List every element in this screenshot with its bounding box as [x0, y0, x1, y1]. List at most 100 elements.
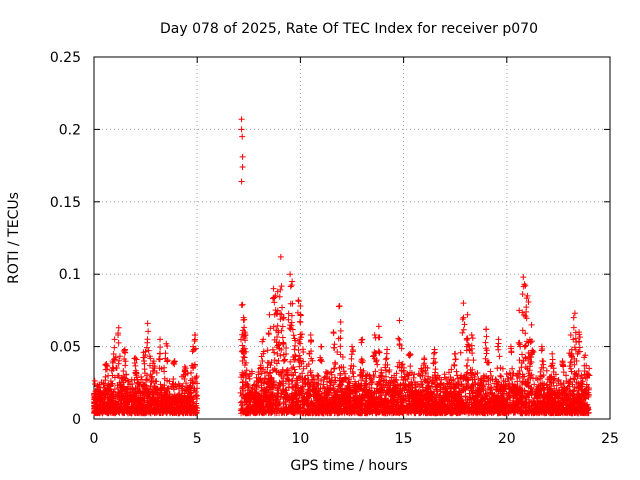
data-point — [176, 382, 183, 389]
data-point — [281, 356, 288, 363]
data-point — [119, 376, 126, 383]
data-point — [534, 398, 541, 405]
data-point — [115, 339, 122, 346]
data-point — [184, 393, 191, 400]
data-point — [91, 377, 98, 384]
data-point — [424, 385, 431, 392]
data-point — [351, 383, 358, 390]
data-point — [188, 362, 195, 369]
data-point — [398, 403, 405, 410]
data-point — [240, 394, 247, 401]
data-point — [436, 400, 443, 407]
data-point — [366, 381, 373, 388]
data-point — [120, 367, 127, 374]
data-point — [100, 403, 107, 410]
data-point — [493, 376, 500, 383]
data-point — [121, 355, 128, 362]
data-point — [292, 402, 299, 409]
data-point — [269, 346, 276, 353]
data-point — [295, 374, 302, 381]
data-point — [370, 372, 377, 379]
data-point — [507, 401, 514, 408]
data-point — [527, 339, 534, 346]
data-point — [270, 323, 277, 330]
data-point — [131, 377, 138, 384]
data-point — [119, 410, 126, 417]
x-axis-ticks: 0 5 10 15 20 25 — [90, 57, 619, 447]
data-point — [153, 369, 160, 376]
data-point — [486, 389, 493, 396]
data-point — [495, 379, 502, 386]
data-point — [152, 409, 159, 416]
data-point — [164, 385, 171, 392]
data-point — [480, 383, 487, 390]
data-point — [405, 372, 412, 379]
data-point — [563, 372, 570, 379]
data-point — [310, 373, 317, 380]
y-tick-label: 0 — [72, 412, 81, 428]
x-tick-label: 5 — [193, 431, 202, 447]
data-point — [116, 394, 123, 401]
data-point — [139, 409, 146, 416]
data-series-roti — [91, 116, 593, 417]
data-point — [281, 371, 288, 378]
x-tick-label: 25 — [601, 431, 619, 447]
data-point — [362, 397, 369, 404]
data-point — [274, 393, 281, 400]
data-point — [339, 378, 346, 385]
y-tick-label: 0.1 — [59, 267, 81, 283]
data-point — [136, 398, 143, 405]
data-point — [485, 381, 492, 388]
data-point — [382, 382, 389, 389]
data-point — [572, 329, 579, 336]
data-point — [442, 388, 449, 395]
data-point — [411, 396, 418, 403]
data-point — [159, 384, 166, 391]
data-point — [407, 363, 414, 370]
data-point — [106, 396, 113, 403]
chart-title: Day 078 of 2025, Rate Of TEC Index for r… — [160, 21, 538, 37]
data-point — [358, 377, 365, 384]
data-point — [566, 363, 573, 370]
data-point — [555, 376, 562, 383]
data-point — [450, 390, 457, 397]
data-point — [279, 387, 286, 394]
data-point — [127, 406, 134, 413]
data-point — [515, 397, 522, 404]
data-point — [338, 409, 345, 416]
data-point — [568, 368, 575, 375]
data-point — [346, 410, 353, 417]
data-point — [119, 392, 126, 399]
data-point — [188, 395, 195, 402]
data-point — [484, 359, 491, 366]
data-point — [102, 386, 109, 393]
data-point — [433, 386, 440, 393]
data-point — [519, 327, 526, 334]
data-point — [494, 383, 501, 390]
data-point — [248, 370, 255, 377]
data-point — [303, 397, 310, 404]
data-point — [292, 342, 299, 349]
data-point — [109, 372, 116, 379]
data-point — [570, 336, 577, 343]
data-point — [448, 366, 455, 373]
data-point — [145, 408, 152, 415]
data-point — [560, 386, 567, 393]
data-point — [274, 350, 281, 357]
data-point — [281, 410, 288, 417]
data-point — [567, 392, 574, 399]
data-point — [305, 361, 312, 368]
data-point — [134, 409, 141, 416]
data-point — [131, 398, 138, 405]
data-point — [98, 407, 105, 414]
data-point — [366, 388, 373, 395]
data-point — [265, 410, 272, 417]
data-point — [540, 372, 547, 379]
data-point — [371, 349, 378, 356]
data-point — [296, 363, 303, 370]
data-point — [541, 396, 548, 403]
data-point — [440, 405, 447, 412]
data-point — [502, 382, 509, 389]
data-point — [395, 335, 402, 342]
data-point — [524, 382, 531, 389]
